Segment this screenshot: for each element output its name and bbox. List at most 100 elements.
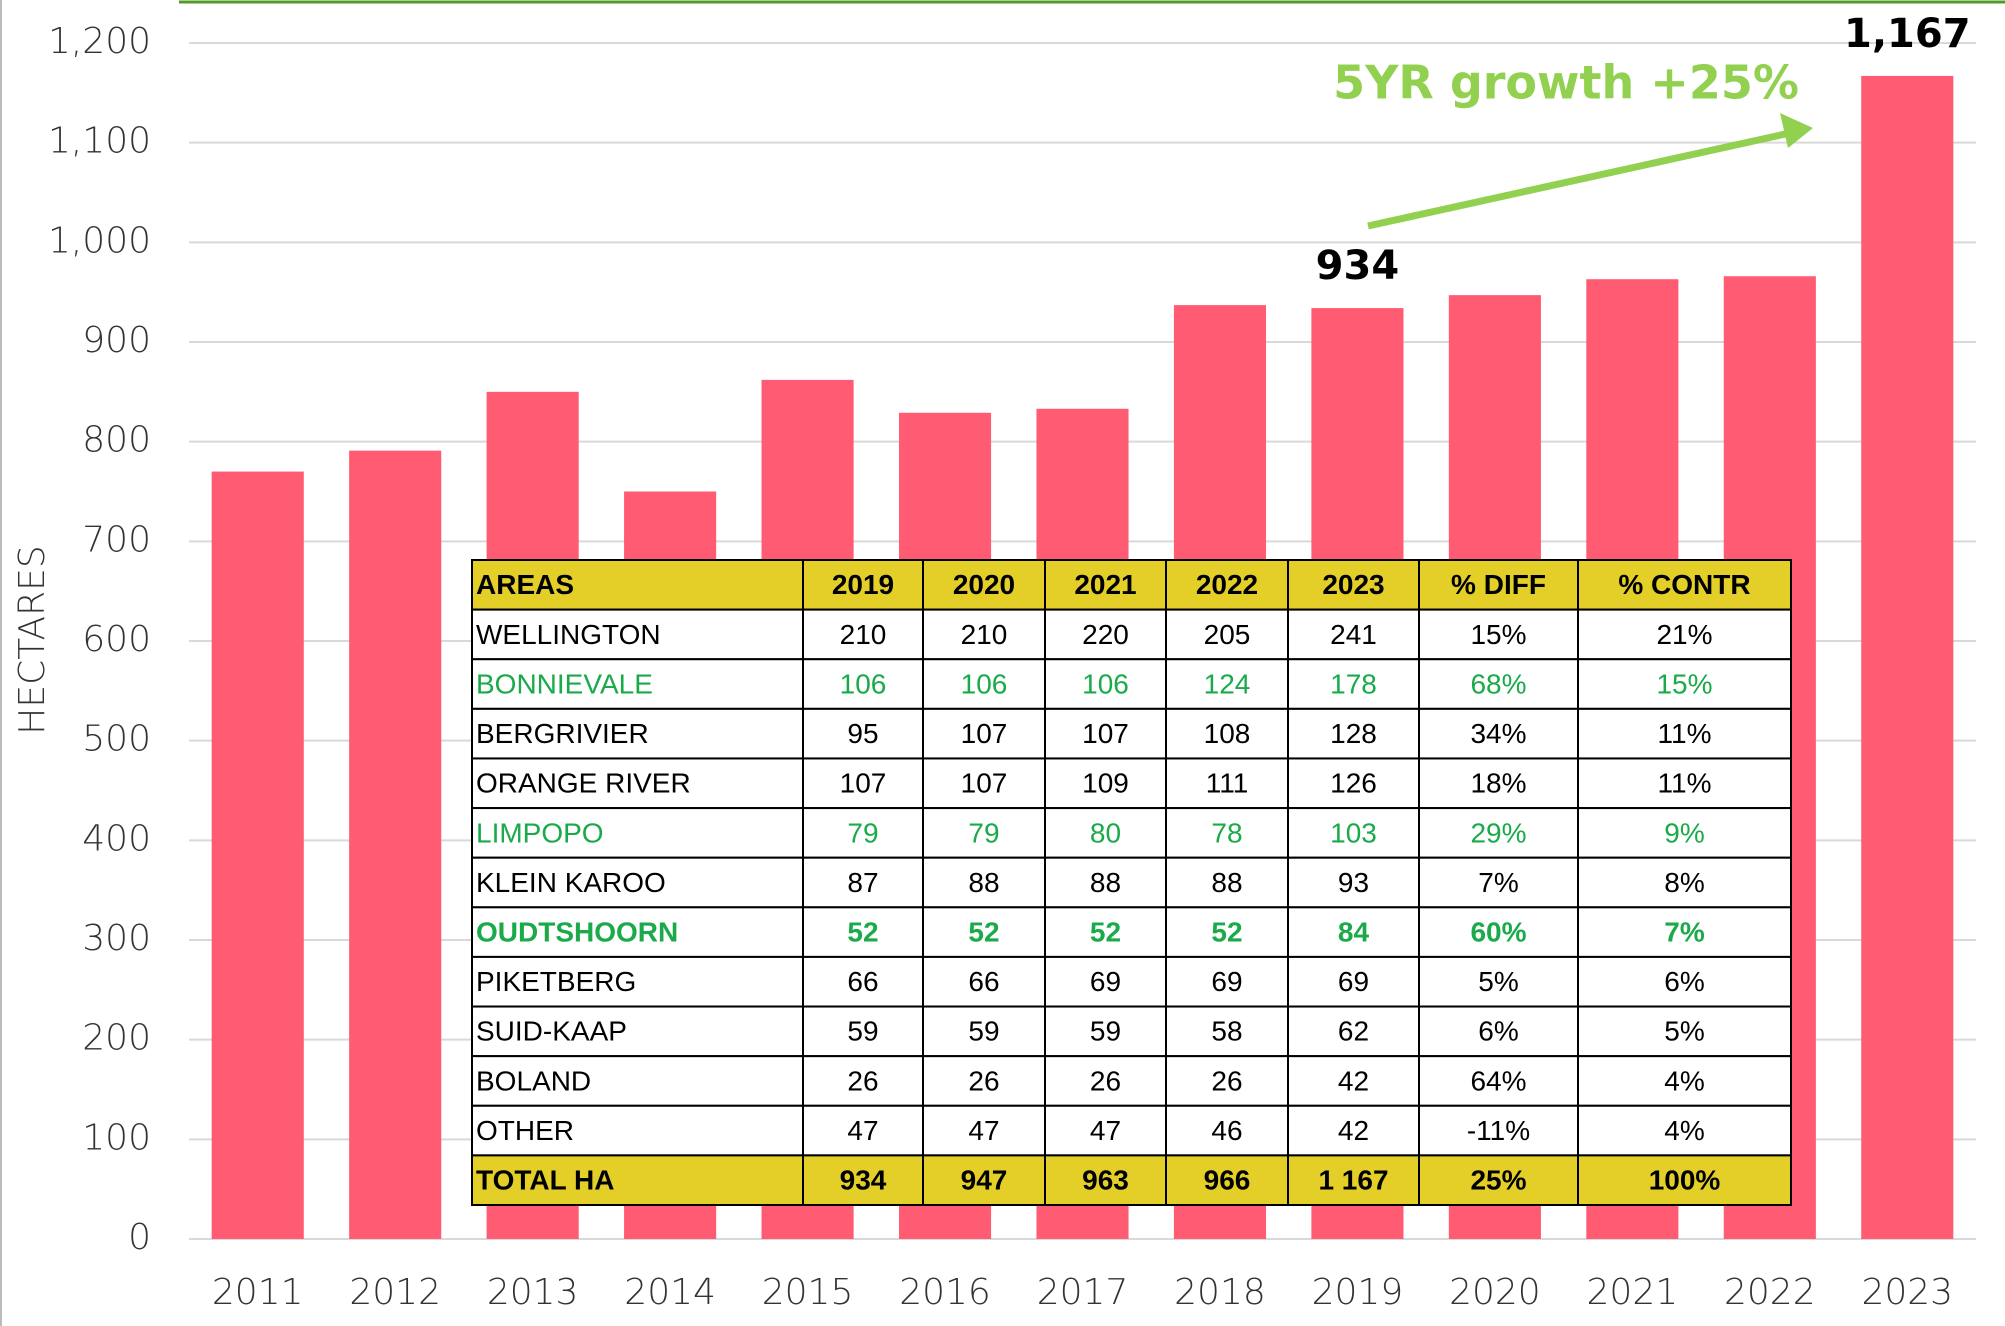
bar — [1861, 75, 1954, 1239]
table-cell: 26 — [1211, 1065, 1242, 1096]
table-cell: 2019 — [832, 569, 894, 600]
table-cell: 106 — [961, 668, 1008, 699]
table-cell: 107 — [961, 718, 1008, 749]
y-tick-label: 1,000 — [48, 220, 151, 261]
table-cell: OTHER — [476, 1115, 574, 1146]
table-cell: 241 — [1330, 619, 1377, 650]
table-cell: 107 — [961, 768, 1008, 799]
table-cell: 52 — [1090, 917, 1121, 948]
table-cell: LIMPOPO — [476, 817, 604, 848]
y-tick-label: 800 — [82, 420, 151, 461]
table-cell: 9% — [1664, 817, 1704, 848]
table-cell: 4% — [1664, 1065, 1704, 1096]
x-tick-label: 2018 — [1174, 1272, 1266, 1313]
table-cell: % DIFF — [1451, 569, 1546, 600]
table-row — [471, 906, 1792, 958]
table-cell: 6% — [1664, 966, 1704, 997]
table-cell: KLEIN KAROO — [476, 867, 666, 898]
table-cell: 18% — [1470, 768, 1526, 799]
table-cell: 47 — [968, 1115, 999, 1146]
x-tick-label: 2015 — [762, 1272, 854, 1313]
table-cell: 79 — [847, 817, 878, 848]
table-cell: 52 — [847, 917, 878, 948]
table-cell: 87 — [847, 867, 878, 898]
table-cell: 7% — [1478, 867, 1518, 898]
table-cell: 15% — [1656, 668, 1712, 699]
y-tick-label: 100 — [82, 1117, 151, 1158]
table-cell: ORANGE RIVER — [476, 768, 691, 799]
table-cell: 64% — [1470, 1065, 1526, 1096]
table-cell: 178 — [1330, 668, 1377, 699]
table-cell: 84 — [1338, 917, 1370, 948]
table-cell: 5% — [1478, 966, 1518, 997]
table-cell: 95 — [847, 718, 878, 749]
table-cell: 124 — [1204, 668, 1251, 699]
table-cell: WELLINGTON — [476, 619, 661, 650]
x-tick-label: 2014 — [624, 1272, 716, 1313]
table-cell: 106 — [1082, 668, 1129, 699]
x-tick-label: 2016 — [899, 1272, 991, 1313]
table-cell: AREAS — [476, 569, 574, 600]
y-tick-label: 200 — [82, 1018, 151, 1059]
table-cell: 59 — [847, 1016, 878, 1047]
table-cell: 106 — [840, 668, 887, 699]
table-cell: BERGRIVIER — [476, 718, 649, 749]
table-cell: 88 — [1211, 867, 1242, 898]
table-cell: 8% — [1664, 867, 1704, 898]
table-cell: 46 — [1211, 1115, 1242, 1146]
table-cell: BONNIEVALE — [476, 668, 653, 699]
table-cell: 62 — [1338, 1016, 1369, 1047]
x-tick-label: 2017 — [1037, 1272, 1129, 1313]
table-cell: 15% — [1470, 619, 1526, 650]
bar — [349, 450, 442, 1239]
y-tick-label: 500 — [82, 719, 151, 760]
table-row — [471, 757, 1792, 810]
table-cell: 25% — [1470, 1165, 1526, 1196]
table-cell: 68% — [1470, 668, 1526, 699]
table-cell: 128 — [1330, 718, 1377, 749]
y-tick-label: 0 — [128, 1217, 151, 1258]
table-row — [471, 955, 1792, 1008]
bar — [211, 471, 304, 1240]
table-cell: 42 — [1338, 1115, 1369, 1146]
table-row — [471, 1104, 1792, 1157]
x-tick-label: 2019 — [1312, 1272, 1404, 1313]
annotation-arrow — [1367, 129, 1791, 230]
table-cell: 6% — [1478, 1016, 1518, 1047]
value-label: 934 — [1316, 243, 1400, 289]
table-header-row — [471, 1154, 1792, 1207]
y-tick-label: 900 — [82, 320, 151, 361]
x-tick-label: 2022 — [1724, 1272, 1816, 1313]
table-cell: 107 — [1082, 718, 1129, 749]
table-cell: -11% — [1467, 1115, 1530, 1146]
table-cell: 4% — [1664, 1115, 1704, 1146]
table-cell: 2022 — [1196, 569, 1258, 600]
table-cell: 205 — [1204, 619, 1251, 650]
table-cell: 66 — [847, 966, 878, 997]
table-row — [471, 658, 1792, 710]
table-cell: 80 — [1090, 817, 1121, 848]
table-cell: 966 — [1204, 1165, 1251, 1196]
table-cell: 42 — [1338, 1065, 1369, 1096]
table-cell: % CONTR — [1618, 569, 1750, 600]
y-tick-label: 300 — [82, 918, 151, 959]
table-cell: 7% — [1664, 917, 1705, 948]
table-cell: 47 — [847, 1115, 878, 1146]
table-cell: 88 — [1090, 867, 1121, 898]
table-cell: 66 — [968, 966, 999, 997]
table-cell: 47 — [1090, 1115, 1121, 1146]
table-cell: 5% — [1664, 1016, 1704, 1047]
x-tick-label: 2011 — [212, 1272, 304, 1313]
table-cell: 947 — [961, 1165, 1008, 1196]
y-tick-label: 400 — [82, 818, 151, 859]
table-cell: 111 — [1206, 768, 1249, 799]
table-cell: 58 — [1211, 1016, 1242, 1047]
table-cell: 69 — [1338, 966, 1369, 997]
x-tick-label: 2012 — [349, 1272, 441, 1313]
table-cell: 210 — [840, 619, 887, 650]
y-tick-label: 700 — [82, 519, 151, 560]
table-cell: 29% — [1470, 817, 1526, 848]
table-cell: 210 — [961, 619, 1008, 650]
table-cell: 109 — [1082, 768, 1129, 799]
